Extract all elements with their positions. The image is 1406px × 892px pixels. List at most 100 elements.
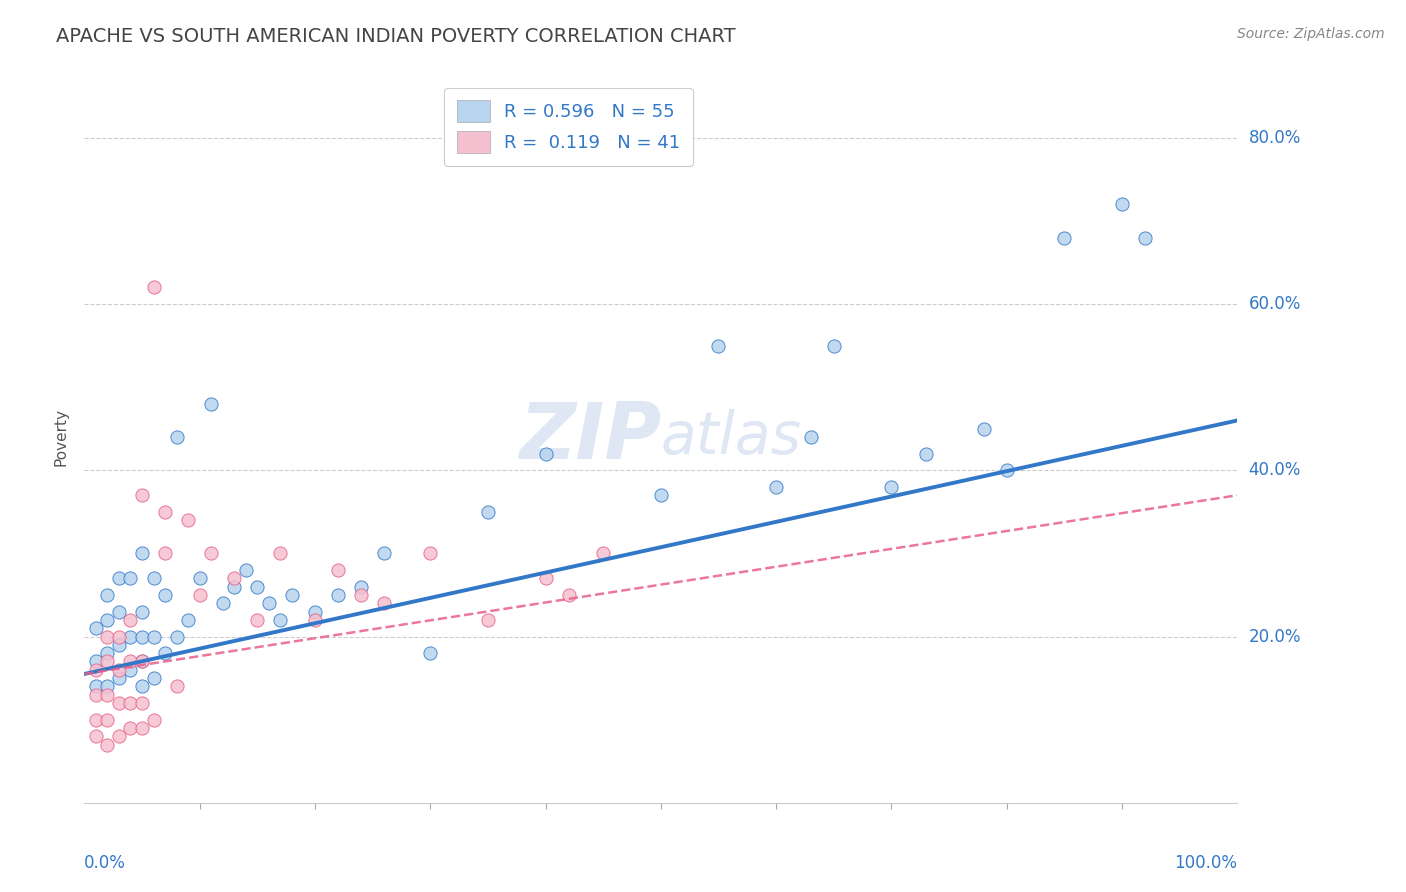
Point [108,638,131,652]
Point [269,613,291,627]
Point [153,505,176,519]
Point [108,671,131,685]
Point [153,646,176,660]
Point [131,605,153,619]
Point [350,580,373,594]
Point [131,721,153,735]
Point [84,663,107,677]
Point [880,480,903,494]
Point [823,338,845,352]
Point [350,588,373,602]
Point [142,713,165,727]
Point [235,563,257,577]
Point [177,513,200,527]
Text: 60.0%: 60.0% [1249,295,1301,313]
Point [477,613,499,627]
Point [96,655,118,669]
Point [973,422,995,436]
Text: ZIP: ZIP [519,399,661,475]
Point [166,630,188,644]
Point [131,488,153,502]
Point [304,613,326,627]
Point [96,688,118,702]
Point [96,738,118,752]
Point [269,546,291,560]
Point [108,605,131,619]
Point [188,588,211,602]
Point [800,430,823,444]
Point [200,546,222,560]
Point [477,505,499,519]
Text: 40.0%: 40.0% [1249,461,1301,479]
Point [650,488,672,502]
Point [84,713,107,727]
Point [915,447,938,461]
Point [304,605,326,619]
Point [166,680,188,694]
Point [84,621,107,635]
Text: APACHE VS SOUTH AMERICAN INDIAN POVERTY CORRELATION CHART: APACHE VS SOUTH AMERICAN INDIAN POVERTY … [56,27,735,45]
Point [153,546,176,560]
Point [84,729,107,743]
Point [224,580,246,594]
Point [131,655,153,669]
Point [326,563,349,577]
Point [120,721,142,735]
Point [131,546,153,560]
Point [131,680,153,694]
Text: Source: ZipAtlas.com: Source: ZipAtlas.com [1237,27,1385,41]
Point [108,630,131,644]
Point [142,571,165,585]
Point [142,280,165,294]
Point [108,729,131,743]
Point [120,696,142,710]
Point [84,680,107,694]
Text: 20.0%: 20.0% [1249,628,1301,646]
Point [246,613,269,627]
Point [96,613,118,627]
Y-axis label: Poverty: Poverty [53,408,69,467]
Point [281,588,304,602]
Point [131,630,153,644]
Text: 80.0%: 80.0% [1249,128,1301,147]
Point [592,546,614,560]
Point [188,571,211,585]
Text: 0.0%: 0.0% [84,854,127,872]
Point [995,463,1018,477]
Point [84,655,107,669]
Point [1133,230,1156,244]
Point [224,571,246,585]
Point [120,655,142,669]
Point [96,680,118,694]
Point [96,630,118,644]
Point [707,338,730,352]
Point [373,596,395,610]
Point [419,546,441,560]
Point [108,571,131,585]
Legend: R = 0.596   N = 55, R =  0.119   N = 41: R = 0.596 N = 55, R = 0.119 N = 41 [444,87,693,166]
Point [166,430,188,444]
Point [142,671,165,685]
Point [246,580,269,594]
Point [765,480,787,494]
Point [120,571,142,585]
Point [534,447,557,461]
Point [108,663,131,677]
Point [211,596,233,610]
Text: 100.0%: 100.0% [1174,854,1237,872]
Point [96,588,118,602]
Point [326,588,349,602]
Point [1053,230,1076,244]
Point [120,630,142,644]
Point [534,571,557,585]
Point [257,596,280,610]
Point [120,663,142,677]
Point [96,713,118,727]
Point [84,688,107,702]
Point [153,588,176,602]
Point [120,613,142,627]
Text: atlas: atlas [661,409,801,466]
Point [131,655,153,669]
Point [108,696,131,710]
Point [131,696,153,710]
